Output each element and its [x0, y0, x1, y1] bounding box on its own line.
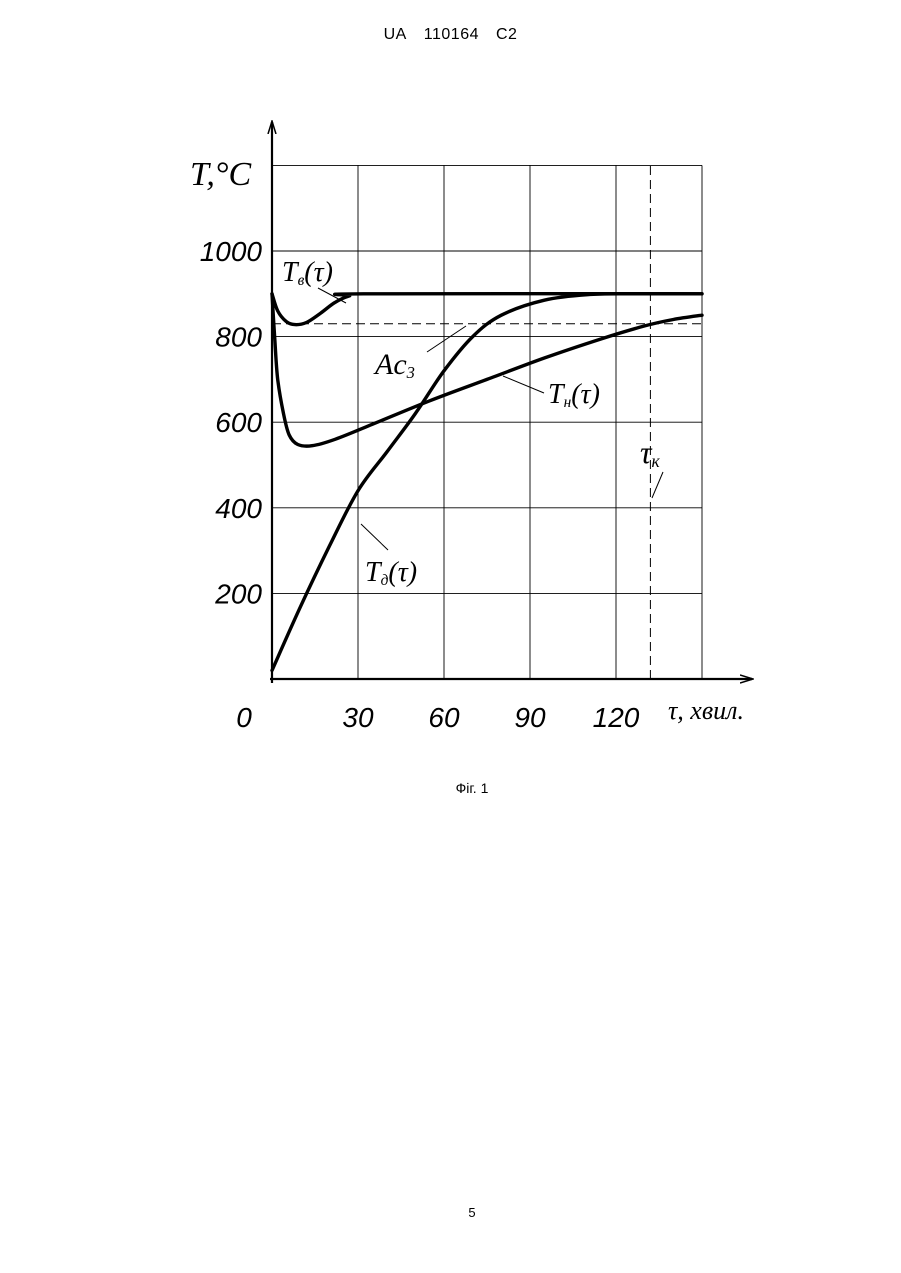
x-tick-label-60: 60 — [428, 702, 460, 733]
series-label-Tv: Tв(τ) — [282, 257, 333, 289]
series-line-3 — [272, 294, 702, 671]
x-tick-label-90: 90 — [514, 702, 546, 733]
axes — [270, 122, 752, 683]
y-tick-label-600: 600 — [215, 407, 262, 438]
series-label-Tn: Tн(τ) — [548, 379, 600, 411]
page-number: 5 — [0, 1205, 901, 1220]
series-line-2 — [272, 294, 702, 446]
leader-Tn — [503, 376, 544, 393]
x-tick-label-120: 120 — [593, 702, 640, 733]
series — [272, 294, 702, 671]
leader-tau-k — [652, 472, 663, 498]
leader-Td — [361, 524, 388, 550]
temperature-time-chart: 30 60 90 120 0 200 400 600 800 1000 T,°C τ, хвил. Tв… — [0, 0, 901, 770]
x-axis-label: τ, хвил. — [668, 696, 744, 725]
ref-label-Ac3: Ac3 — [373, 348, 415, 382]
y-tick-label-400: 400 — [215, 493, 262, 524]
figure-caption: Фіг. 1 — [0, 780, 901, 796]
y-axis-label: T,°C — [190, 156, 251, 193]
grid — [272, 165, 702, 679]
y-tick-label-200: 200 — [214, 578, 262, 609]
x-origin-label: 0 — [236, 702, 252, 733]
series-label-Td: Tд(τ) — [365, 557, 417, 589]
y-tick-label-800: 800 — [215, 322, 262, 353]
x-tick-label-30: 30 — [342, 702, 374, 733]
y-tick-label-1000: 1000 — [200, 236, 263, 267]
ref-label-tau-k: τк — [640, 434, 660, 471]
